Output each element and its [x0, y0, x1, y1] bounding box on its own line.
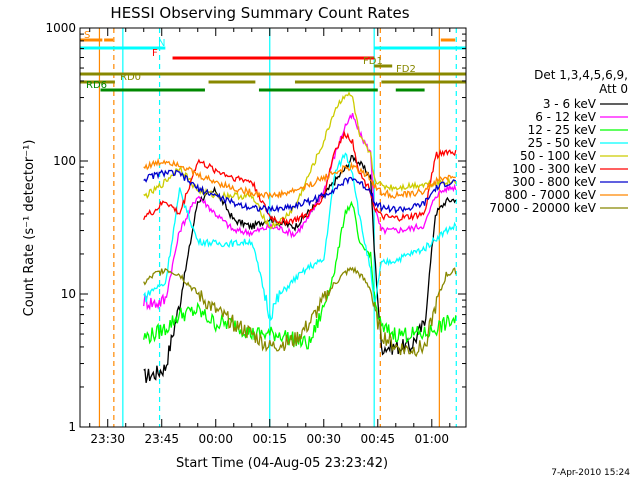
x-tick-label-4: 00:30	[306, 432, 341, 446]
series-line-5-seg-0	[143, 129, 457, 227]
series-line-1-seg-0	[143, 112, 457, 311]
legend-header-line1: Det 1,3,4,5,6,9,	[534, 68, 628, 82]
x-tick-label-2: 00:00	[198, 432, 233, 446]
y-tick-label-1: 10	[61, 287, 76, 301]
state-bar-label-rd0: RD0	[120, 72, 141, 83]
state-bar-label-f: F	[152, 48, 158, 59]
series-line-7-seg-0	[143, 157, 456, 200]
state-bar-label-fd1: FD1	[363, 56, 383, 67]
state-bar-label-rd6: RD6	[86, 80, 107, 91]
y-tick-label-3: 1000	[45, 21, 76, 35]
state-bar-label-n: N	[158, 38, 165, 49]
y-axis: 1 10 100 1000	[45, 21, 466, 434]
legend-label-6: 300 - 800 keV	[512, 175, 596, 189]
x-axis-label: Start Time (04-Aug-05 23:23:42)	[176, 456, 388, 471]
series-line-0-seg-0	[143, 154, 457, 383]
legend-label-8: 7000 - 20000 keV	[489, 201, 596, 215]
series-line-8-seg-0	[143, 266, 457, 358]
x-tick-label-3: 00:15	[252, 432, 287, 446]
series-line-2-seg-0	[143, 200, 457, 350]
x-axis: 23:30 23:45 00:00 00:15 00:30 00:45 01:00	[89, 28, 451, 446]
legend-label-4: 50 - 100 keV	[520, 149, 597, 163]
legend-label-2: 12 - 25 keV	[528, 123, 597, 137]
x-tick-label-1: 23:45	[144, 432, 179, 446]
legend-label-0: 3 - 6 keV	[543, 97, 597, 111]
x-tick-label-0: 23:30	[90, 432, 125, 446]
plot-frame	[79, 27, 467, 428]
series-line-6-seg-0	[143, 169, 457, 215]
y-tick-label-0: 1	[68, 420, 76, 434]
y-tick-label-2: 100	[53, 154, 76, 168]
legend-label-7: 800 - 7000 keV	[505, 188, 597, 202]
legend-label-3: 25 - 50 keV	[528, 136, 597, 150]
legend-label-1: 6 - 12 keV	[535, 110, 597, 124]
legend-label-5: 100 - 300 keV	[512, 162, 596, 176]
footer-timestamp: 7-Apr-2010 15:24	[551, 468, 630, 478]
y-axis-label: Count Rate (s⁻¹ detector⁻¹)	[22, 140, 37, 317]
x-tick-label-5: 00:45	[360, 432, 395, 446]
state-bar-label-fd2: FD2	[396, 64, 416, 75]
series-line-3-seg-0	[143, 152, 457, 321]
state-bar-label-s: S	[84, 30, 90, 41]
chart-title: HESSI Observing Summary Count Rates	[110, 4, 409, 22]
x-tick-label-6: 01:00	[414, 432, 449, 446]
legend-header-line2: Att 0	[599, 82, 628, 96]
plot-content: S NF FD1 FD2 RD0 RD6	[80, 28, 466, 427]
